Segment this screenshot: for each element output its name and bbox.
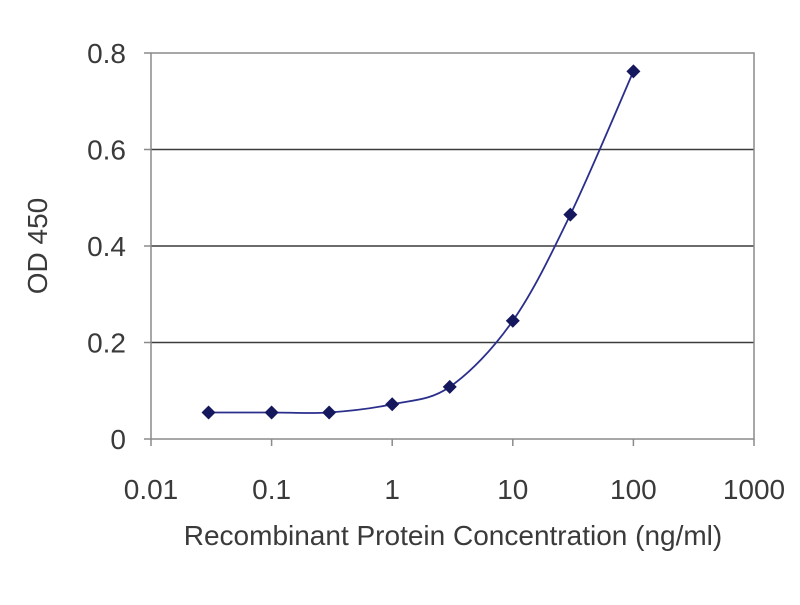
y-tick-label: 0.6 bbox=[87, 135, 126, 166]
data-point bbox=[264, 405, 279, 420]
data-point bbox=[442, 379, 457, 394]
y-tick-label: 0.2 bbox=[87, 328, 126, 359]
data-point bbox=[563, 207, 578, 222]
tick-layer: 0 0.2 0.4 0.6 0.8 0.01 0.1 1 10 100 1000 bbox=[87, 38, 785, 505]
data-point bbox=[385, 397, 400, 412]
data-point bbox=[201, 405, 216, 420]
series-layer bbox=[201, 64, 641, 420]
x-tick-label: 1000 bbox=[723, 474, 785, 505]
x-tick-label: 0.1 bbox=[252, 474, 291, 505]
x-tick-label: 1 bbox=[384, 474, 400, 505]
data-point bbox=[505, 313, 520, 328]
series-line bbox=[208, 70, 635, 414]
y-axis-label: OD 450 bbox=[22, 198, 53, 295]
x-tick-label: 10 bbox=[497, 474, 528, 505]
y-tick-label: 0.4 bbox=[87, 231, 126, 262]
data-point bbox=[626, 64, 641, 79]
data-point bbox=[322, 405, 337, 420]
y-tick-label: 0 bbox=[110, 424, 126, 455]
y-tick-label: 0.8 bbox=[87, 38, 126, 69]
grid-layer bbox=[151, 148, 754, 344]
x-tick-label: 100 bbox=[610, 474, 657, 505]
x-axis-label: Recombinant Protein Concentration (ng/ml… bbox=[184, 520, 722, 551]
x-tick-label: 0.01 bbox=[124, 474, 179, 505]
